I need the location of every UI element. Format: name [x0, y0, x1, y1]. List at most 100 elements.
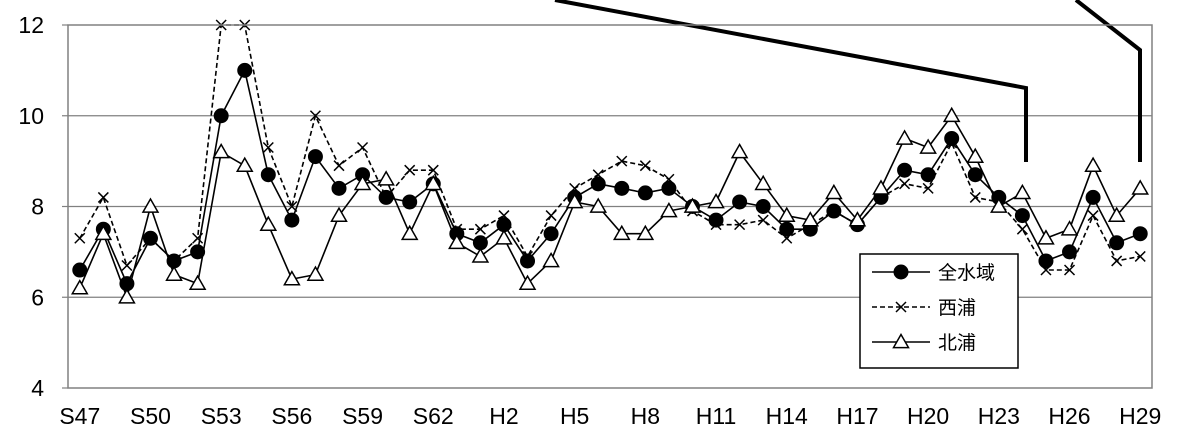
- series-nishiura-point: [1063, 264, 1076, 276]
- series-kitaura-point: [707, 192, 725, 209]
- series-nishiura-point: [946, 137, 958, 149]
- series-zensuiiki-point: [1109, 235, 1125, 251]
- series-kitaura-point: [1107, 206, 1126, 222]
- x-tick-label: H8: [631, 403, 660, 429]
- legend-box: [859, 253, 1019, 369]
- x-tick-label: H17: [836, 403, 878, 429]
- series-kitaura-point: [235, 156, 254, 173]
- series-zensuiiki-point: [237, 62, 253, 78]
- series-kitaura-point: [801, 211, 820, 227]
- series-nishiura-point: [899, 178, 911, 190]
- series-zensuiiki-point: [708, 212, 724, 228]
- series-nishiura-point: [592, 169, 604, 181]
- series-kitaura-point: [283, 270, 301, 286]
- series-nishiura-point: [498, 210, 510, 222]
- series-kitaura-point: [1084, 156, 1102, 173]
- series-kitaura-point: [330, 206, 348, 222]
- x-tick-label: S50: [130, 403, 171, 429]
- x-tick-label: S59: [342, 403, 383, 429]
- series-nishiura-point: [97, 191, 109, 203]
- legend-label: 北浦: [938, 332, 976, 354]
- series-zensuiiki-point: [331, 180, 347, 196]
- series-zensuiiki-point: [967, 167, 983, 183]
- series-zensuiiki-point: [755, 199, 771, 214]
- series-nishiura-point: [474, 223, 486, 235]
- series-kitaura-point: [353, 174, 372, 191]
- legend-point: [895, 301, 907, 313]
- series-nishiura-point: [663, 173, 675, 185]
- series-nishiura-point: [144, 232, 157, 244]
- series-nishiura-point: [710, 219, 722, 231]
- series-nishiura-point: [286, 200, 298, 213]
- series-kitaura-point: [990, 197, 1008, 213]
- y-axis-ticks: 4 6 8 10 12: [18, 12, 68, 401]
- x-tick-label: H11: [696, 403, 737, 429]
- series-zensuiiki-point: [920, 167, 936, 183]
- series-kitaura-point: [895, 129, 914, 145]
- series-zensuiiki-point: [732, 194, 748, 210]
- series-zensuiiki-point: [614, 180, 630, 196]
- series-nishiura-point: [380, 191, 392, 203]
- series-nishiura-point: [757, 214, 769, 226]
- series-kitaura-point: [495, 229, 513, 245]
- x-tick-label: H29: [1119, 403, 1161, 429]
- series-kitaura-point: [565, 192, 584, 209]
- x-tick-label: H5: [560, 403, 589, 429]
- series-zensuiiki-point: [590, 176, 606, 192]
- x-tick-label: H14: [766, 403, 808, 429]
- series-nishiura-point: [404, 164, 416, 176]
- series-kitaura-point: [212, 143, 230, 159]
- series-nishiura-point: [639, 160, 651, 172]
- series-kitaura-point: [730, 143, 749, 159]
- y-tick-label: 12: [18, 12, 44, 38]
- legend-label: 全水域: [938, 262, 995, 284]
- series-line-kitaura: [79, 114, 1141, 300]
- series-kitaura-point: [1013, 183, 1032, 200]
- series-kitaura-point: [306, 265, 325, 281]
- series-kitaura-point: [141, 197, 160, 213]
- series-zensuiiki-point: [897, 162, 913, 178]
- series-nishiura-point: [1111, 255, 1123, 267]
- x-axis-ticks: S47 S50 S53 S56 S59 S62 H2 H5 H8 H11 H14 H17 H20 H23 H…: [59, 403, 1161, 429]
- series-zensuiiki-point: [284, 212, 300, 228]
- legend-point: [893, 264, 909, 280]
- series-zensuiiki-point: [1085, 189, 1101, 205]
- series-nishiura-point: [1016, 223, 1028, 235]
- series-nishiura-point: [1134, 250, 1146, 262]
- x-tick-label: H20: [907, 403, 949, 429]
- series-nishiura-point: [427, 164, 439, 176]
- y-tick-label: 8: [31, 194, 44, 220]
- legend-item-nishiura: 西浦: [872, 297, 976, 319]
- series-nishiura-point: [734, 219, 746, 231]
- series-nishiura: [74, 19, 1146, 276]
- series-zensuiiki-point: [402, 194, 418, 210]
- x-tick-label: S56: [271, 403, 312, 429]
- x-tick-label: H23: [978, 403, 1020, 429]
- legend-item-kitaura: 北浦: [872, 332, 976, 354]
- x-tick-label: S47: [59, 403, 100, 429]
- series-zensuiiki-point: [543, 226, 559, 242]
- series-kitaura-point: [94, 224, 113, 241]
- series-kitaura-point: [919, 138, 937, 154]
- series-zensuiiki-point: [1038, 253, 1054, 269]
- series-kitaura-point: [448, 233, 466, 250]
- series-nishiura-point: [521, 250, 534, 262]
- annotation-line-h29: [1074, 0, 1142, 162]
- series-kitaura-point: [966, 147, 985, 163]
- series-zensuiiki-point: [637, 185, 653, 201]
- series-zensuiiki-point: [190, 244, 206, 260]
- series-nishiura-point: [357, 141, 369, 154]
- series-nishiura-point: [828, 205, 840, 217]
- series-nishiura-point: [1040, 264, 1052, 276]
- series-kitaura-point: [660, 202, 678, 218]
- y-tick-label: 10: [18, 103, 44, 129]
- series-kitaura-point: [1037, 229, 1055, 245]
- series-kitaura-point: [259, 215, 278, 232]
- series-kitaura-point: [424, 174, 443, 191]
- series-kitaura-point: [70, 279, 89, 295]
- series-line-zensuiiki: [79, 68, 1141, 286]
- y-tick-label: 6: [31, 284, 44, 310]
